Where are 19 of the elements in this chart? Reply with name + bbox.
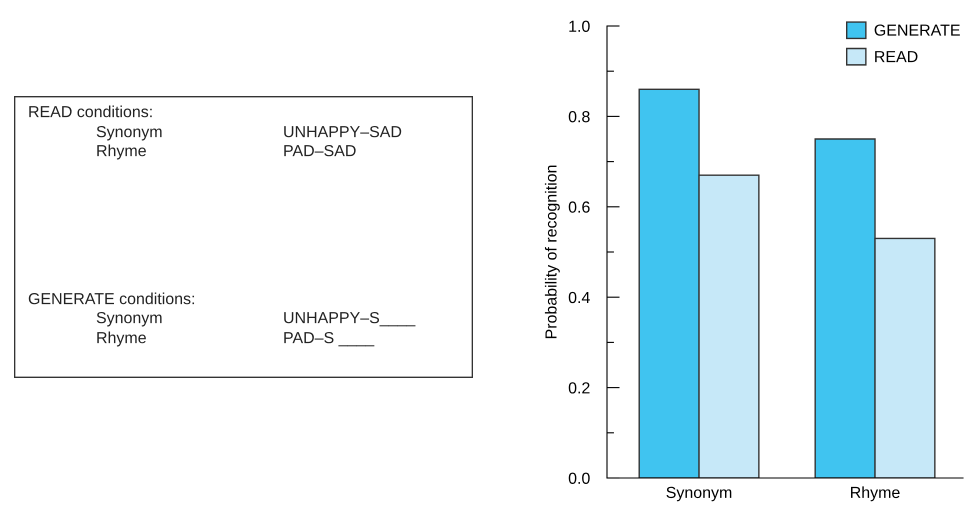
y-tick-label: 0.0 [568,472,590,484]
legend-label: READ [875,51,918,62]
text: PAD–SAD [284,144,356,156]
y-tick-label: 0.4 [568,292,590,304]
legend-label: GENERATE [874,24,960,36]
text: Synonym [96,126,162,140]
y-tick-label: 1.0 [569,20,590,32]
text: Synonym [96,312,162,326]
text: READ conditions: [29,106,152,118]
text: PAD–S ____ [284,332,374,346]
text: GENERATE conditions: [28,292,194,304]
text: UNHAPPY–S____ [284,312,416,326]
y-tick-label: 0.8 [568,111,590,122]
y-tick-label: 0.2 [568,382,590,394]
text: Rhyme [97,144,146,160]
text: Rhyme [97,332,146,346]
y-axis-title: Probability of recognition [544,166,560,338]
text: UNHAPPY–SAD [284,126,402,138]
y-tick-label: 0.6 [568,201,590,213]
